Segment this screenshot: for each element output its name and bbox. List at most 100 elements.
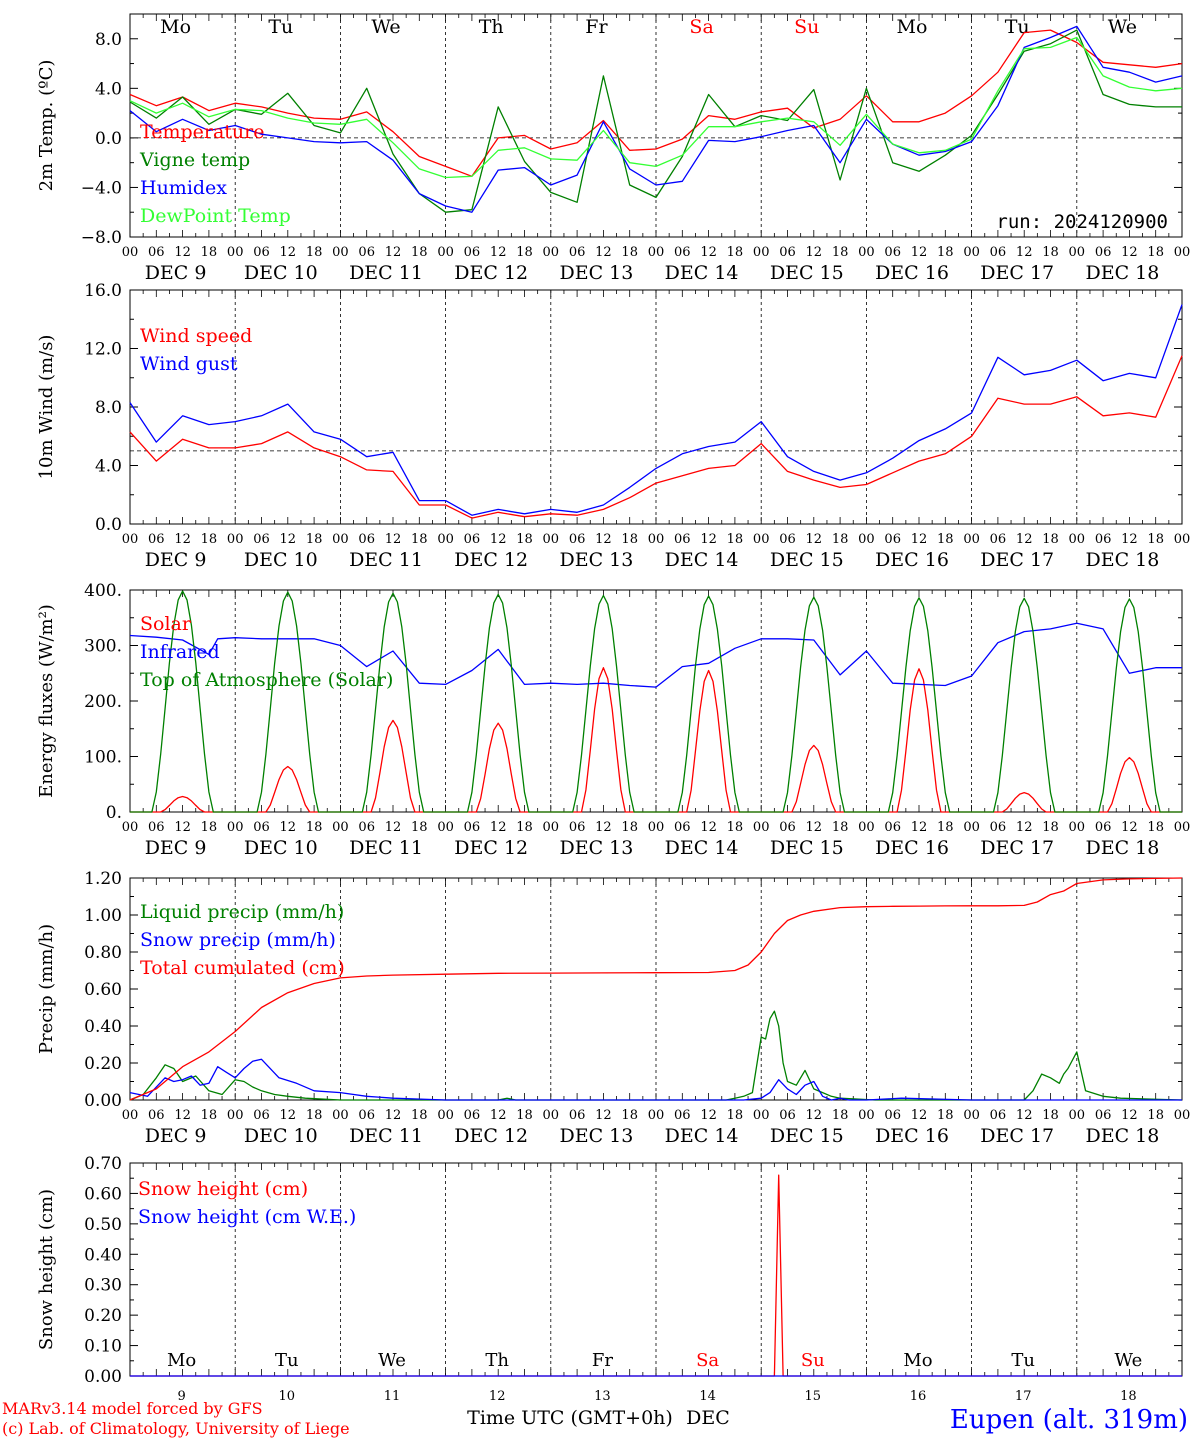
hour-tick-label: 18 (832, 245, 849, 260)
date-label: DEC 12 (454, 262, 528, 284)
y-tick-label: 0.30 (84, 1276, 122, 1296)
weekday-label: Tu (1005, 16, 1030, 38)
weekday-label: We (371, 16, 400, 38)
hour-tick-label: 06 (569, 245, 586, 260)
date-label: DEC 15 (770, 1125, 844, 1147)
weekday-label: Tu (268, 16, 293, 38)
hour-tick-label: 00 (648, 820, 665, 835)
hour-tick-label: 06 (253, 532, 270, 547)
date-label: DEC 11 (349, 837, 423, 859)
hour-tick-label: 06 (674, 532, 691, 547)
hour-tick-label: 12 (1121, 1108, 1138, 1123)
weekday-label: Su (794, 16, 819, 38)
hour-tick-label: 06 (884, 245, 901, 260)
hour-tick-label: 06 (990, 245, 1007, 260)
hour-tick-label: 18 (621, 245, 638, 260)
hour-tick-label: 12 (490, 820, 507, 835)
date-label: DEC 11 (349, 262, 423, 284)
weekday-label: Sa (689, 16, 713, 38)
legend-entry: Vigne temp (139, 149, 250, 171)
hour-tick-label: 12 (490, 532, 507, 547)
weekday-label: Tu (1011, 1350, 1035, 1371)
hour-tick-label: 18 (516, 1108, 533, 1123)
hour-tick-label: 00 (1174, 820, 1191, 835)
hour-tick-label: 12 (595, 532, 612, 547)
day-number-label: 14 (699, 1389, 716, 1404)
date-label: DEC 17 (980, 549, 1054, 571)
legend-entry: Top of Atmosphere (Solar) (140, 669, 393, 691)
y-tick-label: −8.0 (81, 228, 122, 248)
hour-tick-label: 12 (490, 1108, 507, 1123)
hour-tick-label: 06 (884, 532, 901, 547)
series-line (129, 1058, 1182, 1101)
hour-tick-label: 00 (1069, 1108, 1086, 1123)
hour-tick-label: 18 (201, 1108, 218, 1123)
hour-tick-label: 06 (779, 1108, 796, 1123)
day-number-label: 10 (279, 1389, 296, 1404)
hour-tick-label: 06 (779, 245, 796, 260)
hour-tick-label: 06 (779, 820, 796, 835)
weekday-label: Mo (897, 16, 928, 38)
date-label: DEC 10 (244, 262, 318, 284)
y-tick-label: 4.0 (95, 79, 122, 99)
hour-tick-label: 06 (569, 1108, 586, 1123)
hour-tick-label: 00 (543, 245, 560, 260)
y-tick-label: −4.0 (81, 178, 122, 198)
legend-entry: Snow precip (mm/h) (140, 929, 336, 951)
date-label: DEC 9 (145, 837, 207, 859)
panel-energy-fluxes: 0. 100. 200. 300. 400. Energy fluxes (W/m²) 00… (36, 581, 1190, 859)
date-label: DEC 12 (454, 837, 528, 859)
date-label: DEC 9 (145, 262, 207, 284)
weekday-label: Fr (585, 16, 608, 38)
hour-tick-label: 00 (753, 820, 770, 835)
y-tick-label: 0.40 (84, 1017, 122, 1037)
hour-tick-label: 06 (464, 820, 481, 835)
hour-tick-label: 18 (306, 1108, 323, 1123)
day-number-label: 17 (1015, 1389, 1032, 1404)
date-label: DEC 11 (349, 549, 423, 571)
series-line (129, 29, 1182, 213)
date-label: DEC 15 (770, 549, 844, 571)
legend-entry: Snow height (cm W.E.) (138, 1206, 356, 1228)
hour-tick-label: 18 (1042, 245, 1059, 260)
day-number-label: 11 (384, 1389, 401, 1404)
y-tick-label: 0.80 (84, 943, 122, 963)
hour-tick-label: 12 (1121, 820, 1138, 835)
date-label: DEC 14 (665, 262, 739, 284)
date-label: DEC 10 (244, 837, 318, 859)
hour-tick-label: 18 (727, 245, 744, 260)
hour-tick-label: 06 (358, 1108, 375, 1123)
hour-tick-label: 12 (280, 820, 297, 835)
hour-tick-label: 12 (174, 532, 191, 547)
hour-tick-label: 12 (1016, 820, 1033, 835)
y-tick-label: 1.20 (84, 869, 122, 889)
legend-entry: Temperature (140, 121, 264, 143)
hour-tick-label: 06 (674, 820, 691, 835)
hour-tick-label: 00 (437, 245, 454, 260)
hour-tick-label: 18 (411, 245, 428, 260)
date-label: DEC 15 (770, 837, 844, 859)
hour-tick-label: 12 (595, 245, 612, 260)
day-number-label: 16 (910, 1389, 927, 1404)
hour-tick-label: 06 (358, 532, 375, 547)
hour-tick-label: 00 (437, 820, 454, 835)
date-label: DEC 18 (1085, 549, 1159, 571)
hour-tick-label: 18 (1147, 1108, 1164, 1123)
weekday-label: Fr (592, 1350, 613, 1371)
y-tick-label: 8.0 (95, 398, 122, 418)
y-tick-label: 200. (84, 692, 122, 712)
hour-tick-label: 00 (437, 532, 454, 547)
y-axis-label: 10m Wind (m/s) (36, 335, 57, 480)
y-tick-label: 0.10 (84, 1337, 122, 1357)
day-number-label: 12 (489, 1389, 506, 1404)
y-tick-label: 0.70 (84, 1154, 122, 1174)
hour-tick-label: 18 (621, 1108, 638, 1123)
hour-tick-label: 00 (858, 245, 875, 260)
day-number-label: 18 (1120, 1389, 1137, 1404)
date-label: DEC 9 (145, 549, 207, 571)
y-tick-label: 16.0 (84, 281, 122, 301)
weekday-label: We (1115, 1350, 1143, 1371)
hour-tick-label: 06 (569, 532, 586, 547)
credit-lab: (c) Lab. of Climatology, University of L… (2, 1419, 350, 1438)
